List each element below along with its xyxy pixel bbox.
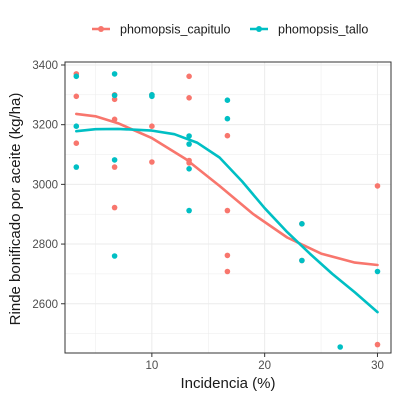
y-tick-label: 3400: [32, 60, 58, 72]
point-phomopsis-capitulo: [224, 132, 231, 139]
point-phomopsis-tallo: [73, 73, 80, 80]
point-phomopsis-capitulo: [186, 73, 192, 80]
legend-item-phomopsis-capitulo: phomopsis_capitulo: [92, 23, 231, 37]
point-phomopsis-capitulo: [224, 207, 231, 214]
point-phomopsis-tallo: [111, 92, 118, 99]
point-phomopsis-tallo: [337, 344, 344, 350]
point-phomopsis-capitulo: [149, 123, 155, 129]
point-phomopsis-tallo: [73, 123, 80, 129]
point-phomopsis-capitulo: [186, 95, 192, 101]
point-phomopsis-tallo: [111, 71, 118, 77]
point-phomopsis-tallo: [111, 157, 118, 163]
point-phomopsis-tallo: [299, 221, 305, 227]
y-axis-label: Rinde bonificado por aceite (kg/ha): [7, 93, 24, 326]
point-phomopsis-capitulo: [186, 160, 192, 166]
point-phomopsis-tallo: [224, 97, 231, 103]
legend-key-dot: [256, 26, 262, 32]
point-phomopsis-capitulo: [374, 183, 381, 189]
point-phomopsis-tallo: [149, 93, 155, 100]
point-phomopsis-capitulo: [73, 93, 80, 100]
y-tick-label: 2800: [32, 239, 58, 251]
grid-lines: [65, 62, 391, 353]
point-phomopsis-capitulo: [224, 252, 231, 259]
point-phomopsis-tallo: [186, 133, 192, 139]
point-phomopsis-capitulo: [149, 159, 155, 165]
x-tick-label: 10: [145, 360, 158, 372]
y-tick-label: 3000: [32, 179, 58, 191]
point-phomopsis-tallo: [224, 115, 231, 122]
y-tick-label: 3200: [32, 120, 58, 132]
x-tick-label: 20: [258, 360, 271, 372]
legend-key-dot: [98, 26, 104, 32]
point-phomopsis-tallo: [186, 207, 192, 214]
legend-label: phomopsis_tallo: [278, 23, 368, 37]
x-axis-ticks: 10 20 30: [145, 353, 384, 372]
point-phomopsis-capitulo: [111, 96, 118, 103]
smooth-line-phomopsis-tallo: [75, 127, 379, 314]
point-phomopsis-capitulo: [73, 140, 80, 146]
point-phomopsis-capitulo: [111, 164, 118, 170]
y-tick-label: 2600: [32, 299, 58, 311]
data-points: [73, 71, 381, 350]
plot-panel: [65, 62, 391, 353]
y-axis-ticks: 2600 2800 3000 3200 3400: [32, 60, 65, 311]
point-phomopsis-tallo: [299, 257, 305, 264]
point-phomopsis-capitulo: [111, 116, 118, 123]
point-phomopsis-tallo: [186, 166, 192, 172]
point-phomopsis-tallo: [374, 268, 381, 275]
smooth-line-phomopsis-capitulo: [75, 112, 379, 267]
point-phomopsis-tallo: [186, 141, 192, 147]
point-phomopsis-capitulo: [374, 341, 381, 348]
legend-label: phomopsis_capitulo: [120, 23, 231, 37]
smooth-lines: [75, 112, 379, 314]
point-phomopsis-tallo: [111, 253, 118, 259]
legend-item-phomopsis-tallo: phomopsis_tallo: [250, 23, 368, 37]
plot-border: [64, 61, 392, 354]
x-tick-label: 30: [371, 360, 384, 372]
point-phomopsis-capitulo: [111, 204, 118, 211]
point-phomopsis-capitulo: [224, 268, 231, 275]
point-phomopsis-tallo: [73, 164, 80, 170]
legend: phomopsis_capitulo phomopsis_tallo: [92, 23, 368, 37]
x-axis-label: Incidencia (%): [180, 375, 275, 392]
